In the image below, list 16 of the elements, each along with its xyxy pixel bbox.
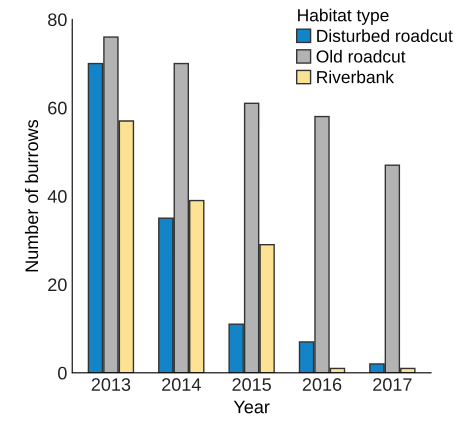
legend-label: Riverbank xyxy=(317,70,394,84)
x-tick-label: 2017 xyxy=(373,378,412,391)
x-tick-label: 2016 xyxy=(302,378,342,391)
legend-label: Disturbed roadcut xyxy=(317,29,453,42)
legend-label: Old roadcut xyxy=(316,50,406,63)
legend-title: Habitat type xyxy=(298,8,389,25)
y-tick-label: 20 xyxy=(48,278,67,292)
x-tick-label: 2015 xyxy=(232,378,271,391)
y-tick-label: 60 xyxy=(48,102,67,114)
y-tick-label: 0 xyxy=(58,366,67,380)
x-axis-title: Year xyxy=(234,400,270,414)
x-tick-label: 2014 xyxy=(162,378,201,391)
y-axis-title: Number of burrows xyxy=(24,120,38,272)
x-tick-label: 2013 xyxy=(92,378,130,391)
y-tick-label: 80 xyxy=(48,13,67,26)
y-tick-label: 40 xyxy=(48,190,67,203)
